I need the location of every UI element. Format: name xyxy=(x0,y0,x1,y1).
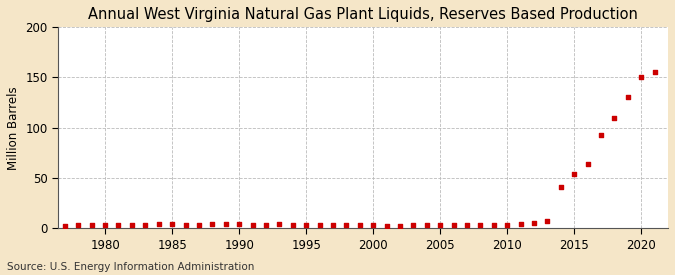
Point xyxy=(502,222,512,227)
Point xyxy=(489,223,500,227)
Point xyxy=(515,222,526,226)
Point xyxy=(609,116,620,120)
Point xyxy=(595,133,606,137)
Point xyxy=(649,70,660,75)
Point xyxy=(448,223,459,227)
Point xyxy=(529,221,539,225)
Point xyxy=(408,223,418,227)
Point xyxy=(556,185,566,190)
Point xyxy=(59,223,70,228)
Text: Source: U.S. Energy Information Administration: Source: U.S. Energy Information Administ… xyxy=(7,262,254,272)
Point xyxy=(301,223,312,227)
Point xyxy=(314,223,325,227)
Point xyxy=(475,223,486,227)
Point xyxy=(194,223,205,227)
Point xyxy=(274,222,285,227)
Point xyxy=(86,223,97,227)
Point xyxy=(153,222,164,226)
Point xyxy=(622,94,633,99)
Point xyxy=(462,223,472,227)
Y-axis label: Million Barrels: Million Barrels xyxy=(7,86,20,169)
Point xyxy=(180,222,191,227)
Point xyxy=(395,223,406,228)
Point xyxy=(341,223,352,227)
Point xyxy=(234,222,244,226)
Point xyxy=(288,223,298,227)
Point xyxy=(113,222,124,227)
Point xyxy=(542,219,553,223)
Point xyxy=(261,223,271,227)
Point xyxy=(368,223,379,227)
Point xyxy=(140,222,151,227)
Point xyxy=(73,223,84,227)
Point xyxy=(327,223,338,227)
Point xyxy=(421,223,432,227)
Point xyxy=(583,162,593,166)
Title: Annual West Virginia Natural Gas Plant Liquids, Reserves Based Production: Annual West Virginia Natural Gas Plant L… xyxy=(88,7,638,22)
Point xyxy=(354,223,365,227)
Point xyxy=(207,222,218,227)
Point xyxy=(381,223,392,228)
Point xyxy=(220,221,231,226)
Point xyxy=(167,222,178,226)
Point xyxy=(435,223,446,227)
Point xyxy=(636,75,647,80)
Point xyxy=(126,223,137,227)
Point xyxy=(569,172,580,176)
Point xyxy=(247,222,258,227)
Point xyxy=(100,223,111,227)
